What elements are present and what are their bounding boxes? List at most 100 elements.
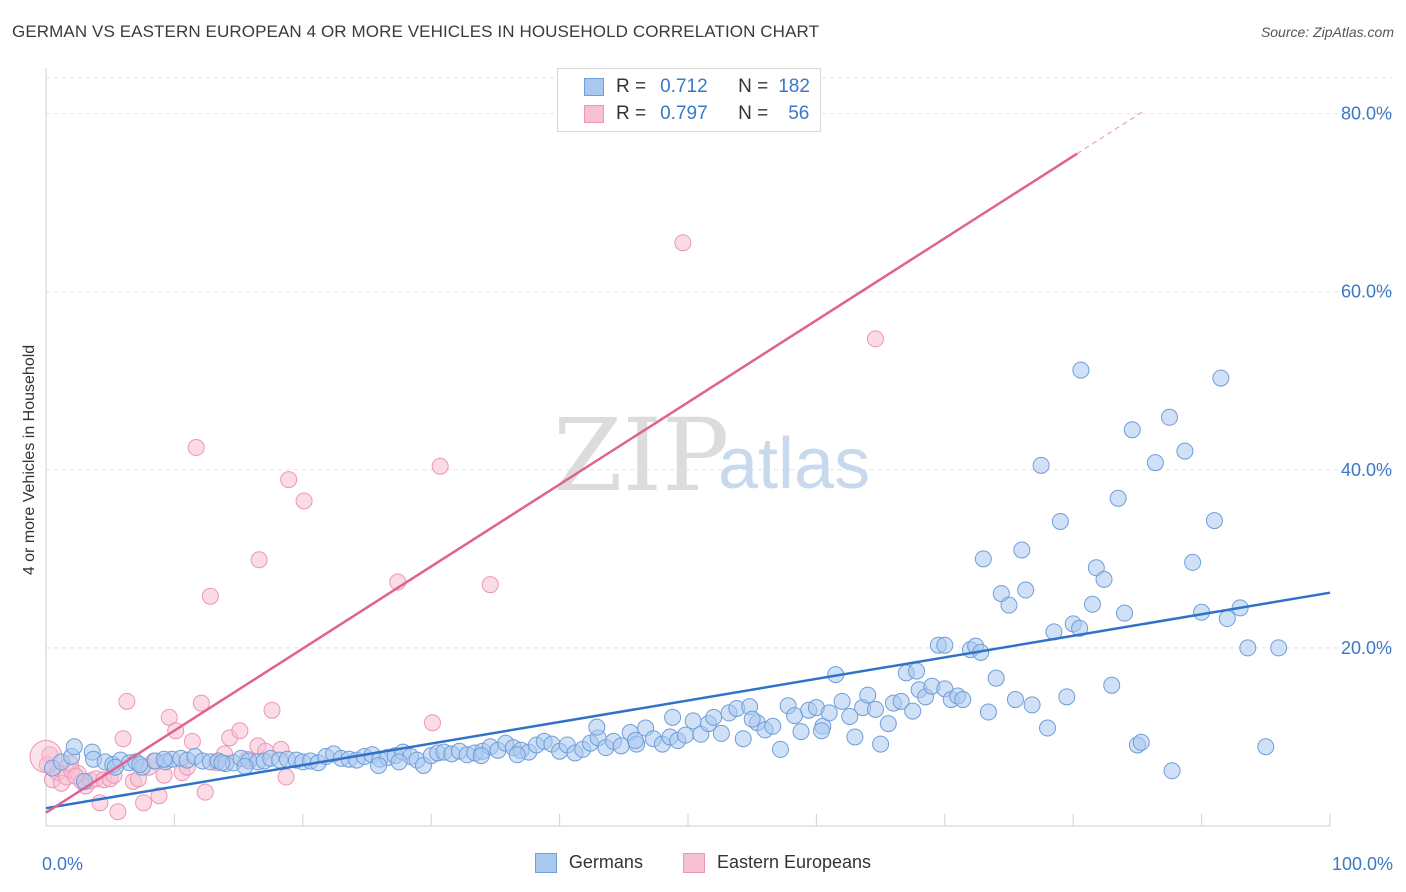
series-legend-germans: Germans	[534, 852, 643, 873]
germans-point	[1109, 489, 1127, 507]
trend-lines	[45, 110, 1331, 814]
germans-point	[1039, 719, 1057, 737]
eastern-europeans-point	[135, 794, 153, 812]
germans-point	[390, 753, 408, 771]
x-tick-label-min: 0.0%	[42, 854, 83, 874]
germans-point	[1163, 762, 1181, 780]
germans-point	[1205, 512, 1223, 530]
eastern-europeans-point	[866, 330, 884, 348]
eastern-europeans-point	[250, 551, 268, 569]
germans-point	[1132, 733, 1150, 751]
germans-point	[1032, 456, 1050, 474]
legend-swatch-germans	[584, 78, 604, 96]
legend-r-value-eastern: 0.797	[660, 103, 708, 124]
eastern-europeans-point	[196, 783, 214, 801]
germans-point	[131, 756, 149, 774]
eastern-europeans-point	[423, 714, 441, 732]
germans-point	[872, 735, 890, 753]
germans-point	[1023, 696, 1041, 714]
eastern-europeans-point	[277, 768, 295, 786]
germans-point	[472, 747, 490, 765]
legend-swatch-eastern	[584, 105, 604, 123]
eastern-europeans-point	[118, 692, 136, 710]
germans-point	[370, 756, 388, 774]
x-tick-label-max: 100.0%	[1332, 854, 1393, 874]
germans-point	[676, 726, 694, 744]
germans-point	[1051, 512, 1069, 530]
germans-point	[1058, 688, 1076, 706]
germans-point	[1083, 595, 1101, 613]
germans-point	[813, 722, 831, 740]
germans-point	[664, 708, 682, 726]
legend-n-value-eastern: 56	[788, 103, 810, 124]
eastern-europeans-point	[109, 803, 127, 821]
germans-point	[833, 692, 851, 710]
germans-point	[908, 662, 926, 680]
legend-r-label: R =	[616, 76, 647, 97]
legend-row-eastern: R = 0.797 N = 56	[584, 102, 809, 126]
series-label-germans: Germans	[568, 852, 643, 872]
series-swatch-germans	[534, 852, 557, 873]
eastern-europeans-point	[150, 787, 168, 805]
germans-point	[771, 740, 789, 758]
source-label: Source: ZipAtlas.com	[1260, 24, 1394, 40]
legend-n-value-germans: 182	[778, 76, 810, 97]
germans-point	[974, 550, 992, 568]
germans-point	[1095, 570, 1113, 588]
eastern-europeans-point	[183, 732, 201, 750]
legend-n-label: N =	[738, 103, 769, 124]
germans-point	[1146, 454, 1164, 472]
germans-point	[936, 636, 954, 654]
germans-point	[508, 746, 526, 764]
legend-row-germans: R = 0.712 N = 182	[584, 75, 810, 99]
germans-point	[904, 702, 922, 720]
germans-point	[879, 715, 897, 733]
correlation-legend: R = 0.712 N = 182 R = 0.797 N = 56	[557, 68, 821, 132]
y-tick-label: 80.0%	[1341, 104, 1392, 124]
y-tick-label: 20.0%	[1341, 638, 1392, 658]
y-tick-labels: 20.0% 40.0% 60.0% 80.0%	[1341, 104, 1392, 658]
germans-point	[820, 704, 838, 722]
germans-point	[786, 707, 804, 725]
germans-point	[764, 717, 782, 735]
series-swatch-eastern	[682, 852, 705, 873]
legend-r-value-germans: 0.712	[660, 76, 708, 97]
germans-point	[1239, 639, 1257, 657]
germans-point	[213, 754, 231, 772]
axes	[45, 68, 1331, 827]
germans-point	[155, 750, 173, 768]
series-legend-eastern: Eastern Europeans	[682, 852, 871, 873]
germans-point	[1184, 553, 1202, 571]
germans-point	[1072, 361, 1090, 379]
germans-point	[979, 703, 997, 721]
x-tick-labels: 0.0% 100.0%	[42, 854, 1393, 874]
germans-point	[987, 669, 1005, 687]
eastern-europeans-point	[114, 730, 132, 748]
germans-point	[626, 732, 644, 750]
germans-point	[1017, 581, 1035, 599]
series-legend: Germans Eastern Europeans	[0, 852, 1406, 873]
eastern-europeans-point	[263, 701, 281, 719]
germans-point	[712, 724, 730, 742]
germans-point	[588, 718, 606, 736]
germans-point	[859, 686, 877, 704]
germans-point	[892, 692, 910, 710]
germans-point	[1000, 596, 1018, 614]
germans-trend-line	[45, 591, 1331, 810]
watermark-atlas: atlas	[718, 424, 870, 504]
germans-point	[1103, 676, 1121, 694]
germans-point	[1212, 369, 1230, 387]
germans-point	[1123, 421, 1141, 439]
germans-point	[1116, 604, 1134, 622]
germans-point	[1218, 610, 1236, 628]
eastern-europeans-point	[295, 492, 313, 510]
eastern-europeans-point	[192, 694, 210, 712]
germans-point	[1270, 639, 1288, 657]
chart-title: GERMAN VS EASTERN EUROPEAN 4 OR MORE VEH…	[12, 22, 820, 41]
eastern-europeans-point	[201, 587, 219, 605]
eastern-europeans-trend-line	[45, 152, 1078, 814]
germans-point	[236, 757, 254, 775]
eastern-europeans-point	[674, 234, 692, 252]
germans-point	[734, 730, 752, 748]
